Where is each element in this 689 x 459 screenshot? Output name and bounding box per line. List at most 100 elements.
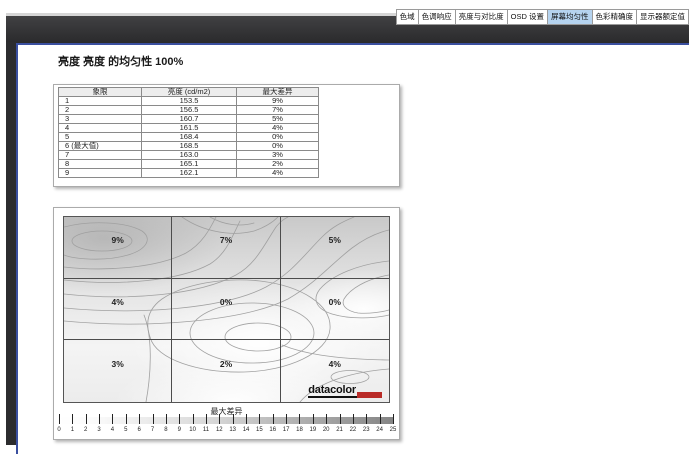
scale-tick-label: 21 (336, 427, 343, 433)
plot-cell: 4% (64, 278, 173, 341)
scale-tick-label: 8 (164, 427, 168, 433)
scale-tick-label: 13 (229, 427, 237, 433)
scale-tick (272, 414, 274, 424)
table-row: 9 162.1 4% (58, 168, 319, 178)
table-cell: 160.7 (141, 114, 237, 124)
scale-tick (125, 414, 127, 424)
scale-tick-label: 1 (70, 427, 75, 433)
table-cell: 153.5 (141, 96, 237, 106)
scale-tick (152, 414, 154, 424)
table-row: 8 165.1 2% (58, 159, 319, 169)
plot-cell: 5% (280, 217, 389, 279)
plot-grid: 9% 7% 5% 4% 0% 0% 3% 2% 4% (64, 217, 389, 402)
scale-label: 最大差异 (210, 407, 243, 416)
scale-tick (232, 414, 234, 424)
table-cell: 156.5 (141, 105, 237, 115)
scale-tick (379, 414, 381, 424)
table-cell: 168.5 (141, 141, 237, 151)
table-cell: 4% (236, 123, 319, 133)
scale-tick (366, 414, 368, 424)
tab-亮度与对比度[interactable]: 亮度与对比度 (454, 9, 508, 25)
page-title: 亮度 亮度 的均匀性 100% (58, 56, 184, 68)
tab-色调响应[interactable]: 色调响应 (417, 9, 456, 25)
datacolor-logo-red-bar (357, 392, 382, 398)
scale-tick-label: 24 (376, 427, 383, 433)
table-row: 6 (最大值) 168.5 0% (58, 141, 319, 151)
toolbar-top-edge (6, 13, 689, 16)
plot-cell: 3% (64, 340, 173, 402)
table-header-cell: 象限 (58, 87, 142, 97)
table-cell: 9 (58, 168, 142, 178)
table-body: 1 153.5 9% 2 156.5 7% 3 160.7 5% 4 161.5 4% 5 168.4 0%… (58, 96, 319, 178)
scale-tick (393, 414, 394, 424)
scale-tick-label: 18 (296, 427, 303, 433)
scale-tick (246, 414, 248, 424)
scale-tick-label: 20 (322, 427, 330, 433)
scale-tick (312, 414, 314, 424)
scale-tick-label: 2 (84, 427, 88, 433)
scale-tick (112, 414, 114, 424)
table-cell: 165.1 (141, 159, 237, 169)
table-cell: 0% (236, 141, 319, 151)
contour-plot-canvas (64, 217, 389, 402)
scale-tick-label: 17 (282, 427, 290, 433)
scale-tick-label: 6 (137, 427, 141, 433)
scale-tick (299, 414, 301, 424)
scale-tick-label: 16 (269, 427, 277, 433)
scale-tick-label: 3 (97, 427, 101, 433)
scale-tick (192, 414, 194, 424)
datacolor-logo: datacolor (308, 384, 382, 398)
scale-gradient-bar (59, 414, 394, 424)
uniformity-table-card: 象限 亮度 (cd/m2) 最大差异 1 153.5 9% 2 156.5 7% 3 160.7 5… (53, 84, 400, 187)
plot-cell-value: 2% (219, 359, 233, 370)
scale-tick-label: 9 (177, 427, 181, 433)
tab-色域[interactable]: 色域 (395, 9, 419, 25)
table-cell: 162.1 (141, 168, 237, 178)
tab-色彩精确度[interactable]: 色彩精确度 (591, 9, 637, 25)
scale-tick-label: 25 (389, 427, 397, 433)
tab-屏幕均匀性[interactable]: 屏幕均匀性 (547, 9, 593, 25)
table-cell: 2% (236, 159, 319, 169)
scale-tick-label: 14 (242, 427, 250, 433)
scale-tick (139, 414, 141, 424)
scale-tick (339, 414, 341, 424)
tab-OSD 设置[interactable]: OSD 设置 (506, 9, 548, 25)
plot-cell-value: 9% (111, 235, 124, 246)
table-row: 2 156.5 7% (58, 105, 319, 115)
scale-tick (259, 414, 261, 424)
plot-cell: 0% (172, 278, 281, 341)
table-cell: 7 (58, 150, 142, 160)
scale-tick-label: 10 (189, 427, 196, 433)
scale-tick-label: 12 (215, 427, 223, 433)
scale-tick (99, 414, 101, 424)
plot-cell-value: 7% (219, 235, 233, 246)
scale-tick-label: 15 (256, 427, 263, 433)
table-cell: 3 (58, 114, 142, 124)
table-cell: 161.5 (141, 123, 237, 133)
table-cell: 7% (236, 105, 319, 115)
scale-tick-label: 19 (309, 427, 317, 433)
table-cell: 168.4 (141, 132, 237, 142)
tab-显示器额定值[interactable]: 显示器额定值 (636, 9, 689, 25)
table-header-cell: 最大差异 (236, 87, 319, 97)
table-row: 7 163.0 3% (58, 150, 319, 160)
left-dark-strip (6, 42, 16, 445)
scale-tick (326, 414, 328, 424)
table-header-row: 象限 亮度 (cd/m2) 最大差异 (58, 87, 319, 97)
scale-tick (165, 414, 167, 424)
plot-cell-value: 4% (328, 359, 341, 370)
scale-tick (286, 414, 288, 424)
plot-cell-value: 5% (328, 235, 341, 246)
table-cell: 3% (236, 150, 319, 160)
table-row: 4 161.5 4% (58, 123, 319, 133)
uniformity-table: 象限 亮度 (cd/m2) 最大差异 1 153.5 9% 2 156.5 7% 3 160.7 5… (58, 87, 319, 178)
table-row: 3 160.7 5% (58, 114, 319, 124)
table-cell: 4% (236, 168, 319, 178)
scale-tick-label: 0 (57, 427, 61, 433)
plot-cell-value: 0% (328, 296, 341, 307)
table-cell: 4 (58, 123, 142, 133)
scale-numbers: 0 1 2 3 4 5 6 7 8 9 10 11 12 13 14 15 16 17 18 19 20 21 22 23 24… (57, 427, 396, 435)
plot-cell: 2% (172, 340, 281, 402)
